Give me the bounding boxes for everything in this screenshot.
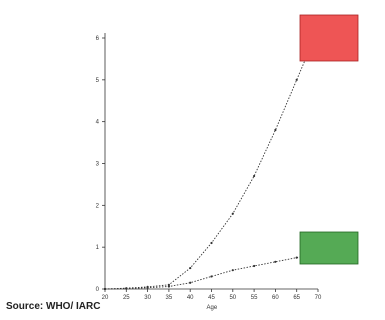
y-tick-label: 1 bbox=[96, 245, 100, 251]
x-tick-label: 45 bbox=[208, 295, 215, 301]
data-point bbox=[167, 283, 170, 286]
x-tick-label: 70 bbox=[315, 295, 322, 301]
series-line-2 bbox=[104, 253, 319, 290]
data-point bbox=[295, 256, 298, 259]
data-point bbox=[189, 266, 192, 270]
y-tick-label: 3 bbox=[96, 162, 100, 168]
x-tick-label: 30 bbox=[144, 295, 151, 301]
x-tick-label: 35 bbox=[166, 295, 173, 301]
series-lines bbox=[103, 28, 320, 291]
x-tick-label: 20 bbox=[102, 295, 109, 301]
annotation-box-2 bbox=[299, 231, 359, 265]
x-axis-label: Age bbox=[207, 305, 218, 311]
chart-axes bbox=[104, 33, 318, 290]
data-point bbox=[231, 269, 234, 272]
x-tick-label: 25 bbox=[123, 295, 130, 301]
data-point bbox=[210, 241, 213, 245]
source-note: Source: WHO/ IARC bbox=[6, 301, 101, 312]
annotation-boxes bbox=[299, 14, 359, 265]
data-point bbox=[103, 287, 107, 291]
data-point bbox=[146, 286, 149, 289]
y-tick-label: 0 bbox=[96, 287, 100, 293]
series-line-1 bbox=[104, 29, 319, 290]
x-tick-label: 40 bbox=[187, 295, 194, 301]
y-axis-ticks: 0 1 2 3 4 5 6 bbox=[96, 36, 105, 293]
x-tick-label: 65 bbox=[293, 295, 300, 301]
data-point bbox=[253, 174, 256, 178]
y-tick-label: 5 bbox=[96, 78, 100, 84]
data-point bbox=[253, 264, 256, 268]
x-tick-label: 60 bbox=[272, 295, 279, 301]
data-point bbox=[274, 128, 277, 132]
data-point bbox=[125, 287, 128, 290]
y-tick-label: 6 bbox=[96, 36, 100, 42]
data-point bbox=[231, 212, 234, 215]
x-tick-label: 55 bbox=[251, 295, 258, 301]
y-tick-label: 4 bbox=[96, 120, 100, 126]
x-tick-label: 50 bbox=[229, 295, 236, 301]
data-point bbox=[210, 275, 213, 278]
data-point bbox=[189, 281, 192, 284]
y-tick-label: 2 bbox=[96, 203, 100, 209]
annotation-box-1 bbox=[299, 14, 359, 62]
data-point bbox=[295, 78, 298, 81]
x-axis-ticks: 20 25 30 35 40 45 50 55 60 65 70 bbox=[102, 289, 322, 301]
data-point bbox=[274, 260, 277, 263]
data-point bbox=[167, 285, 170, 288]
